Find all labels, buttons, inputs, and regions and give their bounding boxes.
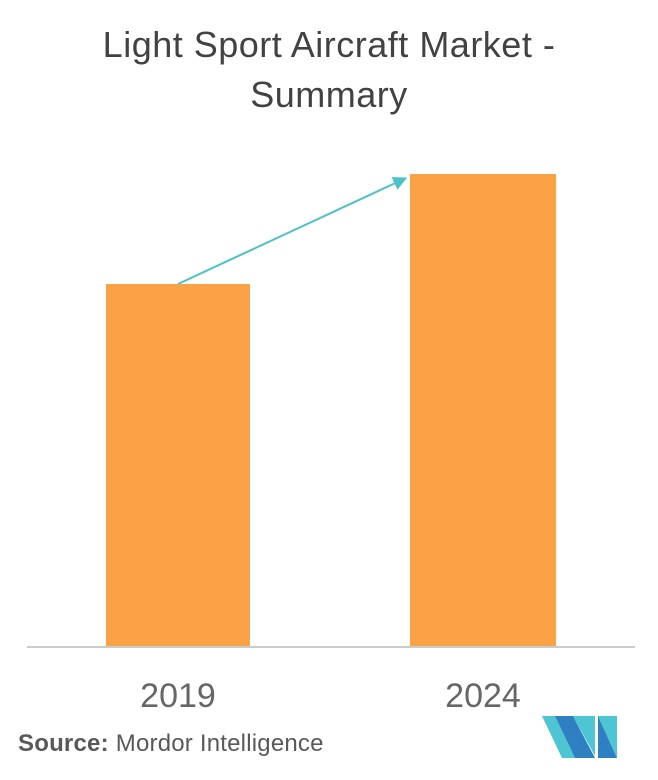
mordor-intelligence-logo [542, 716, 617, 758]
bar-2019 [106, 284, 250, 647]
x-axis-label-2024: 2024 [445, 677, 521, 715]
chart-title: Light Sport Aircraft Market - Summary [0, 20, 658, 120]
logo-m-right-triangle [573, 716, 595, 756]
source-value: Mordor Intelligence [115, 730, 324, 757]
source-attribution: Source: Mordor Intelligence [18, 730, 324, 758]
chart-title-line2: Summary [250, 74, 408, 115]
bar-2024 [410, 174, 556, 647]
logo-m-diagonal-stroke [555, 716, 595, 758]
logo-i-blue-triangle [598, 716, 617, 758]
logo-m-left-stroke [542, 716, 575, 758]
growth-arrow [177, 177, 408, 285]
source-label: Source: [18, 730, 109, 757]
x-axis-label-2019: 2019 [140, 677, 216, 715]
chart-title-line1: Light Sport Aircraft Market - [102, 24, 556, 65]
